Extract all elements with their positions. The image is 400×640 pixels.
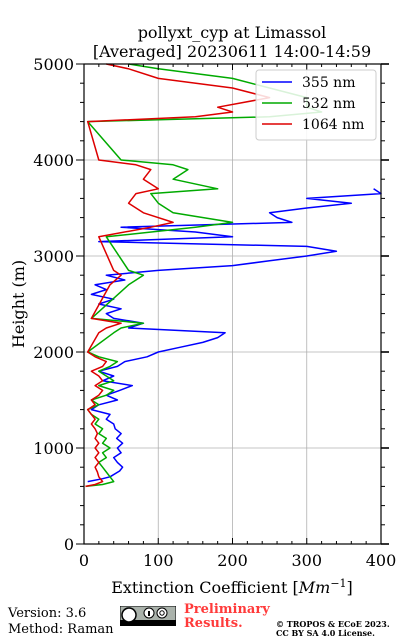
x-tick-label: 400: [366, 551, 397, 570]
grid: [84, 64, 381, 544]
y-tick-label: 1000: [33, 439, 74, 458]
y-tick-label: 0: [64, 535, 74, 554]
x-tick-label: 200: [217, 551, 248, 570]
y-axis-label: Height (m): [9, 260, 28, 348]
legend-box: [255, 69, 377, 141]
series-line-1: [87, 188, 382, 483]
chart-title: pollyxt_cyp at Limassol: [138, 23, 327, 42]
copyright-line1: © TROPOS & ECoE 2023.: [276, 619, 390, 629]
cc-by-sa-logo: [120, 606, 176, 626]
y-tick-label: 4000: [33, 151, 74, 170]
plot-area: [85, 63, 382, 488]
x-tick-label: 300: [291, 551, 322, 570]
series-line-2: [85, 63, 323, 488]
axis-ticks: [76, 63, 389, 545]
y-tick-label: 3000: [33, 247, 74, 266]
legend-label-1: 355 nm: [302, 75, 355, 91]
copyright-line2: CC BY SA 4.0 License.: [276, 628, 375, 638]
preliminary-line1: Preliminary: [184, 602, 270, 617]
series-line-3: [85, 63, 271, 488]
y-tick-label: 2000: [33, 343, 74, 362]
legend: 355 nm 532 nm 1064 nm: [255, 69, 377, 141]
version-label: Version: 3.6: [8, 606, 87, 621]
preliminary-notice: Preliminary Results.: [184, 603, 270, 631]
x-tick-label: 0: [79, 551, 89, 570]
preliminary-line2: Results.: [184, 616, 243, 631]
legend-label-3: 1064 nm: [302, 117, 364, 133]
chart-subtitle: [Averaged] 20230611 14:00-14:59: [93, 42, 371, 61]
y-tick-label: 5000: [33, 55, 74, 74]
x-tick-label: 100: [143, 551, 174, 570]
copyright-notice: © TROPOS & ECoE 2023. CC BY SA 4.0 Licen…: [276, 620, 390, 638]
method-label: Method: Raman: [8, 622, 114, 637]
x-axis-label: Extinction Coefficient [Mm−1]: [111, 577, 353, 597]
legend-label-2: 532 nm: [302, 96, 355, 112]
